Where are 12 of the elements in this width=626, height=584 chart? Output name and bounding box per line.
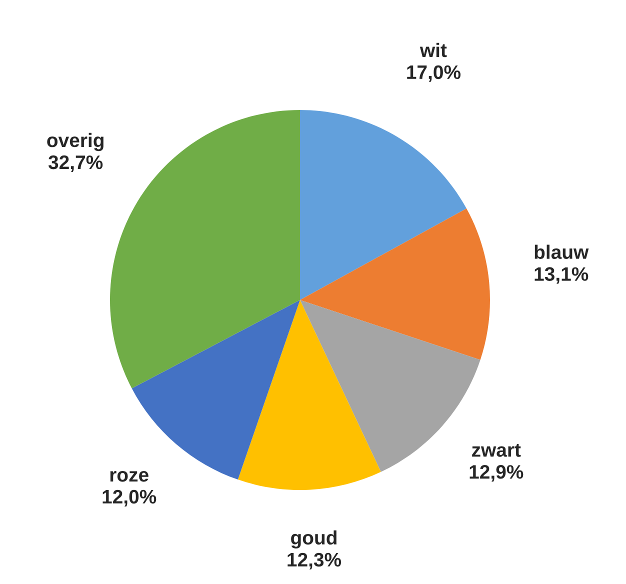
data-label: 12,3% <box>288 552 342 570</box>
slice-label: overig <box>47 132 104 152</box>
slice-label: wit <box>420 42 447 58</box>
slice-label: roze <box>110 471 148 482</box>
data-label: 32,7% <box>48 155 103 172</box>
slice-label: blauw <box>534 244 589 259</box>
data-label: 17,0% <box>407 65 461 82</box>
slice-label: zwart <box>472 444 521 457</box>
data-label: 12,0% <box>102 490 156 506</box>
slice-label: goud <box>291 530 336 549</box>
data-label: 13,1% <box>534 267 588 284</box>
data-label: 12,9% <box>470 465 524 482</box>
